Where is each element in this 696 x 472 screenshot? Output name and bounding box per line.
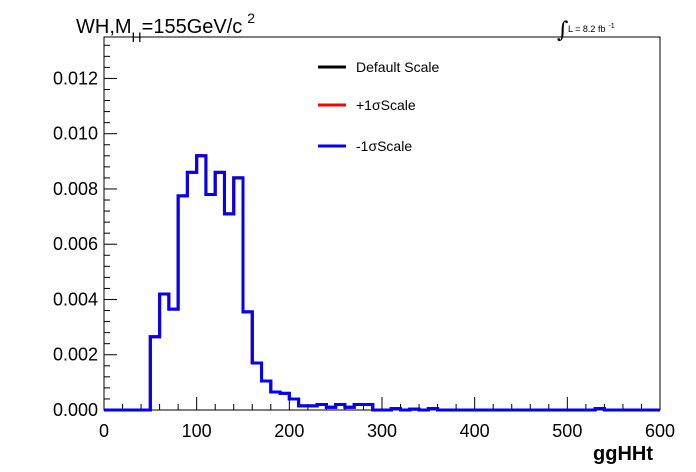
legend: Default Scale +1σScale -1σScale [318,59,439,154]
y-tick-label: 0.004 [53,289,98,309]
title-rest: =155GeV/c [142,16,243,38]
series-group [104,154,660,412]
y-tick-label: 0.002 [53,345,98,365]
x-tick-label: 600 [645,421,675,441]
y-tick-label: 0.008 [53,179,98,199]
x-tick-label: 200 [274,421,304,441]
x-axis-title: ggHHt [593,443,653,465]
y-tick-label: 0.000 [53,400,98,420]
x-tick-label: 100 [182,421,212,441]
lumi-superscript: -1 [608,23,614,30]
y-tick-label: 0.006 [53,234,98,254]
x-tick-label: 300 [367,421,397,441]
title-main: WH,M [76,16,132,38]
x-tick-label: 0 [99,421,109,441]
legend-label-3: -1σScale [356,138,412,154]
y-tick-label: 0.012 [53,68,98,88]
lumi-text: L = 8.2 fb [568,24,605,34]
plot-frame [103,36,661,411]
chart-title: WH,MH=155GeV/c 2 [76,10,255,45]
x-tick-label: 500 [552,421,582,441]
legend-label-2: +1σScale [356,97,416,113]
series-line-3 [104,154,660,412]
lumi-label: L = 8.2 fb -1 [568,23,615,34]
x-tick-label: 400 [460,421,490,441]
legend-label-1: Default Scale [356,59,439,75]
y-axis: 0.000 0.002 0.004 0.006 0.008 0.010 0.012 [53,44,117,420]
x-axis: 0 100 200 300 400 500 600 [99,397,675,441]
y-tick-label: 0.010 [53,124,98,144]
title-superscript: 2 [247,10,255,26]
